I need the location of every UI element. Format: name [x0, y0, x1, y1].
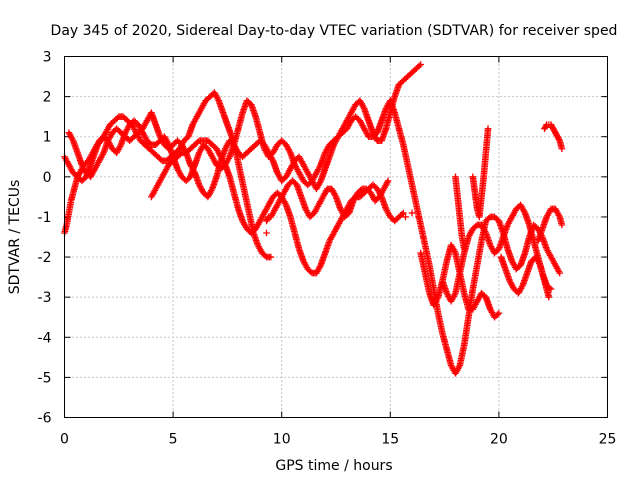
data-point-marker	[460, 245, 468, 253]
x-tick-label: 25	[599, 432, 617, 448]
data-series-11	[452, 125, 492, 253]
data-point-marker	[485, 214, 493, 222]
y-tick-label: -2	[38, 250, 52, 266]
data-point-marker	[307, 268, 314, 276]
y-tick-label: -5	[38, 370, 52, 386]
y-tick-label: -1	[38, 210, 52, 226]
x-tick-label: 0	[60, 432, 69, 448]
data-point-marker	[264, 214, 272, 222]
y-tick-label: -6	[38, 411, 52, 427]
y-axis-title: SDTVAR / TECUs	[7, 180, 23, 295]
data-point-marker	[398, 210, 406, 218]
data-point-marker	[177, 150, 184, 158]
data-markers	[61, 61, 566, 377]
data-point-marker	[555, 136, 563, 143]
data-point-marker	[556, 269, 564, 277]
data-point-marker	[267, 253, 275, 261]
data-point-marker	[114, 114, 121, 122]
data-series-6	[417, 241, 503, 321]
x-tick-label: 10	[273, 432, 291, 448]
y-tick-label: 2	[43, 90, 52, 106]
data-point-marker	[545, 293, 553, 301]
data-series-10	[541, 121, 566, 153]
data-point-marker	[400, 209, 407, 217]
plot-frame	[64, 56, 608, 418]
x-tick-label: 20	[490, 432, 508, 448]
data-point-marker	[384, 177, 392, 185]
data-point-marker	[261, 252, 269, 260]
data-point-marker	[494, 311, 501, 318]
y-tick-label: 1	[43, 130, 52, 146]
data-series-5	[263, 177, 392, 225]
data-point-marker	[415, 213, 422, 221]
data-point-marker	[263, 229, 270, 237]
data-point-marker	[558, 221, 566, 229]
y-tick-label: -4	[38, 330, 52, 346]
y-tick-label: 3	[43, 50, 52, 66]
data-point-marker	[146, 140, 154, 147]
data-series-12	[263, 177, 422, 237]
data-point-marker	[417, 61, 425, 68]
x-axis-title: GPS time / hours	[275, 458, 392, 474]
data-point-marker	[157, 156, 165, 163]
y-tick-label: 0	[43, 170, 52, 186]
data-point-marker	[289, 177, 296, 185]
y-tick-label: -3	[38, 290, 52, 306]
data-point-marker	[357, 186, 364, 194]
data-series-9	[534, 205, 566, 245]
x-tick-label: 15	[381, 432, 399, 448]
data-point-marker	[558, 145, 566, 153]
data-point-marker	[542, 122, 550, 130]
data-point-marker	[415, 62, 423, 70]
data-point-marker	[484, 125, 492, 132]
axis-tick-labels: 0 5 10 15 20 25 -6 -5 -4 -3 -2 -1 0 1 2 3	[38, 50, 617, 448]
data-point-marker	[408, 209, 416, 217]
chart-title: Day 345 of 2020, Sidereal Day-to-day VTE…	[51, 23, 618, 39]
data-point-marker	[495, 309, 503, 317]
data-point-marker	[402, 213, 409, 221]
data-point-marker	[472, 223, 480, 230]
x-tick-label: 5	[169, 432, 178, 448]
data-point-marker	[194, 138, 202, 146]
data-series-4	[61, 61, 425, 189]
data-series-8	[497, 253, 553, 301]
